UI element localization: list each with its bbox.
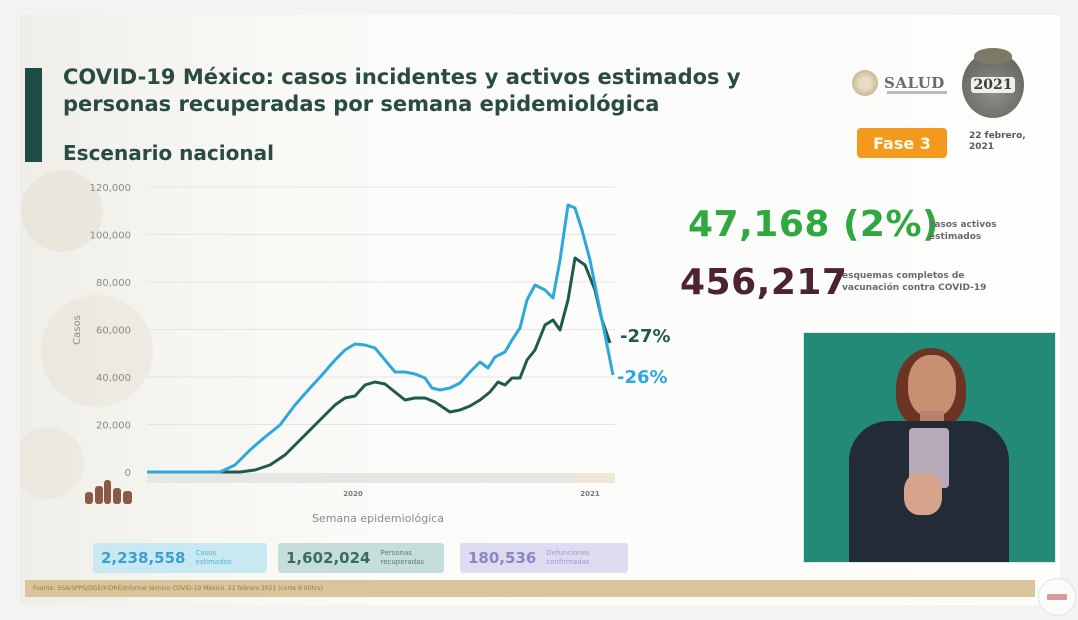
slide-background xyxy=(20,15,1060,605)
date-line-1: 22 febrero, xyxy=(969,131,1026,141)
estimated-cases-change: -26% xyxy=(617,367,668,388)
vaccination-label: esquemas completos de vacunación contra … xyxy=(842,271,987,293)
interpreter-face xyxy=(908,355,956,417)
sign-language-interpreter-video xyxy=(803,332,1056,563)
ytick-0: 0 xyxy=(125,468,131,479)
salud-logo-text: SALUD xyxy=(884,74,945,92)
year-2021-badge: 2021 xyxy=(962,48,1024,118)
phase-badge: Fase 3 xyxy=(857,128,947,158)
decorative-pattern xyxy=(20,15,160,575)
total-recovered-label: Personas recuperadas xyxy=(380,549,425,566)
series-active-cases-line xyxy=(147,256,612,474)
y-axis-label: Casos xyxy=(72,315,83,345)
page-subtitle: Escenario nacional xyxy=(63,141,274,165)
active-cases-change: -27% xyxy=(620,326,671,347)
salud-logo: SALUD xyxy=(852,70,945,96)
interpreter-hands xyxy=(904,473,942,515)
x-axis-week-band xyxy=(147,473,615,483)
xtick-2021: 2021 xyxy=(580,490,600,498)
x-axis-label: Semana epidemiológica xyxy=(312,512,444,525)
total-recovered-value: 1,602,024 xyxy=(286,549,371,567)
total-estimated-cases: 2,238,558 Casos estimados xyxy=(93,543,267,573)
page-title: COVID-19 México: casos incidentes y acti… xyxy=(63,65,741,116)
total-recovered: 1,602,024 Personas recuperadas xyxy=(278,543,444,573)
active-cases-label: casos activos estimados xyxy=(929,220,997,242)
total-deaths-value: 180,536 xyxy=(468,549,537,567)
total-deaths-label: Defunciones confirmadas xyxy=(546,549,590,566)
people-figures-icon xyxy=(85,480,132,504)
gridlines xyxy=(147,186,615,425)
government-seal-icon xyxy=(1038,578,1076,616)
vaccination-value: 456,217 xyxy=(680,262,848,303)
active-cases-value: 47,168 (2%) xyxy=(688,204,939,245)
ytick-20000: 20,000 xyxy=(96,421,131,432)
x-axis-2021-band xyxy=(575,473,615,483)
ytick-80000: 80,000 xyxy=(96,278,131,289)
series-estimated-cases-line xyxy=(147,203,615,474)
salud-logo-subtext xyxy=(887,91,947,94)
total-estimated-cases-label: Casos estimados xyxy=(195,549,232,566)
y-axis-ticks: 0 20,000 40,000 60,000 80,000 100,000 12… xyxy=(90,183,131,479)
ytick-120000: 120,000 xyxy=(90,183,131,194)
source-footnote: Fuente: SSA/SPPS/DGE/InDRE/Informe técni… xyxy=(25,580,1035,597)
date-line-2: 2021 xyxy=(969,142,995,152)
report-date: 22 febrero, 2021 xyxy=(969,131,1026,153)
ytick-100000: 100,000 xyxy=(90,231,131,242)
xtick-2020: 2020 xyxy=(343,490,363,498)
total-deaths: 180,536 Defunciones confirmadas xyxy=(460,543,628,573)
ytick-60000: 60,000 xyxy=(96,326,131,337)
government-emblem-icon xyxy=(852,70,878,96)
year-label: 2021 xyxy=(970,77,1016,93)
total-estimated-cases-value: 2,238,558 xyxy=(101,549,186,567)
ytick-40000: 40,000 xyxy=(96,373,131,384)
title-accent-bar xyxy=(25,68,42,162)
